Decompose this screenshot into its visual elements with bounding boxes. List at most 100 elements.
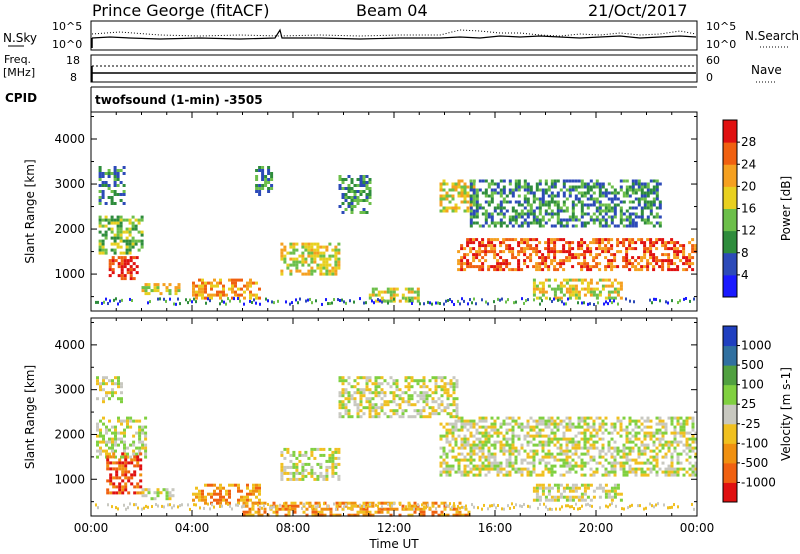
range-cell (502, 419, 506, 423)
range-cell (289, 257, 293, 261)
range-cell (571, 212, 575, 216)
range-cell (119, 193, 123, 196)
range-cell (613, 495, 617, 499)
range-cell (460, 244, 464, 248)
range-cell (329, 507, 333, 511)
range-cell (341, 382, 345, 386)
range-cell (532, 284, 536, 288)
range-cell (640, 218, 644, 222)
range-cell (469, 209, 473, 213)
range-cell (568, 284, 572, 288)
range-cell (513, 301, 515, 305)
range-cell (508, 179, 512, 183)
range-cell (106, 455, 110, 459)
range-cell (440, 513, 444, 517)
range-cell (168, 494, 172, 498)
range-cell (658, 203, 662, 207)
colorbar-segment (723, 142, 737, 165)
range-cell (535, 443, 539, 447)
range-cell (280, 471, 284, 475)
range-cell (544, 247, 548, 251)
range-cell (493, 256, 497, 260)
range-cell (643, 244, 647, 248)
range-cell (577, 197, 581, 201)
nsky-tick-top: 10^5 (52, 20, 82, 33)
range-cell (538, 200, 542, 204)
range-cell (124, 458, 128, 462)
range-cell (469, 470, 473, 474)
range-cell (580, 268, 584, 272)
range-cell (631, 262, 635, 266)
range-cell (267, 190, 271, 193)
range-cell (445, 422, 449, 426)
range-cell (643, 185, 647, 189)
range-cell (119, 239, 123, 243)
range-cell (508, 446, 512, 450)
range-cell (583, 241, 587, 245)
range-cell (532, 425, 536, 429)
range-cell (319, 254, 323, 258)
range-cell (123, 419, 126, 423)
range-cell (568, 495, 572, 499)
range-cell (517, 259, 521, 263)
range-cell (109, 479, 113, 483)
range-cell (107, 184, 111, 187)
range-cell (574, 185, 578, 189)
colorbar-label: Velocity [m s-1] (779, 367, 793, 461)
range-cell (255, 190, 259, 193)
range-cell (592, 443, 596, 447)
range-cell (634, 206, 638, 210)
range-cell (544, 440, 548, 444)
range-cell (122, 172, 126, 175)
range-cell (505, 224, 509, 228)
range-cell (101, 196, 105, 199)
range-cell (658, 440, 662, 444)
range-cell (297, 301, 299, 305)
range-cell (571, 495, 575, 499)
range-cell (670, 464, 674, 468)
range-cell (381, 300, 383, 304)
range-cell (213, 492, 216, 496)
range-cell (216, 293, 219, 297)
range-cell (130, 461, 134, 465)
range-cell (541, 281, 545, 285)
range-cell (198, 287, 201, 291)
range-cell (295, 465, 299, 469)
range-cell (335, 507, 337, 511)
range-cell (242, 501, 246, 505)
range-cell (425, 397, 429, 401)
range-cell (313, 471, 317, 475)
range-cell (167, 503, 169, 507)
range-cell (607, 302, 609, 306)
range-cell (538, 206, 542, 210)
range-cell (234, 293, 237, 297)
range-cell (204, 284, 207, 288)
range-cell (667, 262, 671, 266)
range-cell (537, 506, 539, 510)
range-cell (586, 449, 590, 453)
range-cell (229, 504, 231, 508)
range-cell (371, 415, 375, 419)
range-cell (658, 431, 662, 435)
range-cell (368, 178, 372, 181)
range-cell (138, 419, 142, 423)
range-cell (580, 437, 584, 441)
range-cell (472, 422, 476, 426)
range-cell (580, 446, 584, 450)
range-cell (529, 247, 533, 251)
range-cell (629, 504, 631, 508)
range-cell (267, 172, 271, 175)
range-cell (457, 446, 461, 450)
scatter-region (532, 278, 623, 300)
range-cell (607, 489, 611, 493)
range-cell (505, 437, 509, 441)
range-cell (526, 200, 530, 204)
range-cell (547, 200, 551, 204)
range-cell (310, 257, 314, 261)
range-cell (661, 268, 665, 272)
range-cell (258, 501, 261, 505)
range-cell (122, 251, 126, 255)
range-cell (192, 293, 195, 297)
range-cell (439, 200, 443, 204)
range-cell (374, 382, 378, 386)
